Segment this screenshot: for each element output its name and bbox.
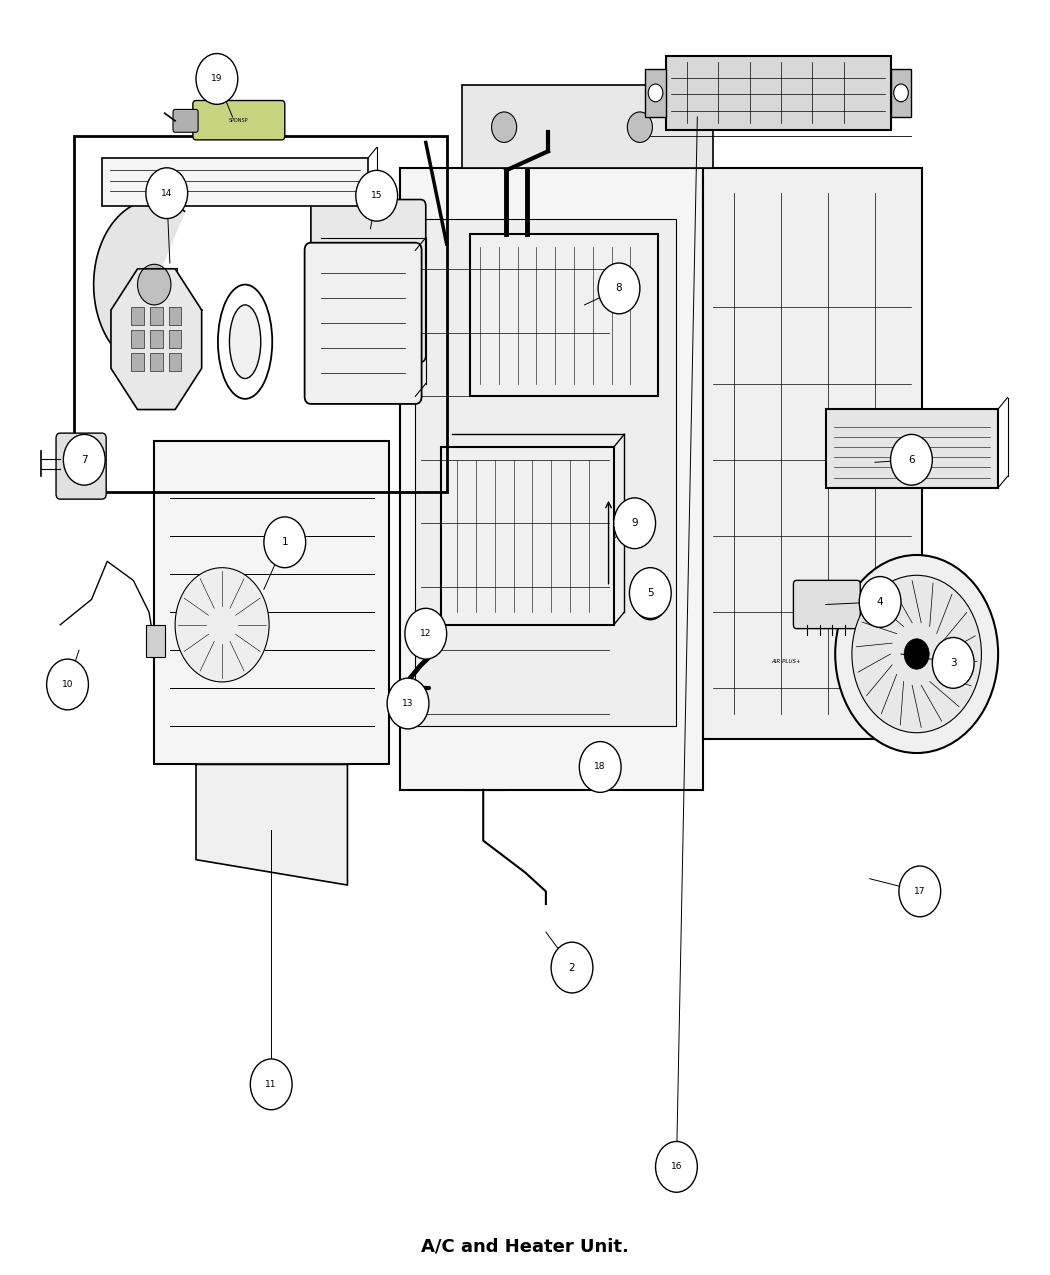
Circle shape bbox=[852, 575, 982, 733]
Circle shape bbox=[146, 168, 188, 218]
Circle shape bbox=[580, 742, 622, 792]
Polygon shape bbox=[196, 765, 348, 885]
FancyBboxPatch shape bbox=[102, 158, 369, 205]
Bar bbox=[400, 168, 702, 789]
Bar bbox=[150, 330, 163, 348]
Text: 1: 1 bbox=[281, 537, 288, 547]
Bar bbox=[416, 218, 676, 727]
Circle shape bbox=[648, 84, 663, 102]
Bar bbox=[169, 353, 182, 371]
Text: 5: 5 bbox=[647, 588, 654, 598]
Circle shape bbox=[264, 516, 306, 567]
FancyBboxPatch shape bbox=[304, 242, 422, 404]
Ellipse shape bbox=[229, 305, 260, 379]
Circle shape bbox=[598, 263, 639, 314]
Circle shape bbox=[46, 659, 88, 710]
Circle shape bbox=[633, 579, 667, 620]
Circle shape bbox=[655, 1141, 697, 1192]
Bar bbox=[131, 330, 144, 348]
Circle shape bbox=[551, 942, 593, 993]
Bar bbox=[666, 56, 890, 130]
Polygon shape bbox=[93, 200, 185, 370]
Circle shape bbox=[356, 171, 398, 221]
Bar bbox=[441, 448, 614, 625]
Text: 15: 15 bbox=[371, 191, 382, 200]
Text: 14: 14 bbox=[161, 189, 172, 198]
FancyBboxPatch shape bbox=[173, 110, 198, 133]
Text: 11: 11 bbox=[266, 1080, 277, 1089]
Bar bbox=[169, 307, 182, 325]
Bar bbox=[825, 409, 999, 488]
Bar bbox=[150, 307, 163, 325]
Bar bbox=[462, 85, 713, 168]
Bar bbox=[131, 353, 144, 371]
Circle shape bbox=[405, 608, 446, 659]
Text: 6: 6 bbox=[908, 455, 915, 465]
Circle shape bbox=[196, 54, 237, 105]
Text: A/C and Heater Unit.: A/C and Heater Unit. bbox=[421, 1238, 629, 1256]
Text: AIR PLUS+: AIR PLUS+ bbox=[772, 659, 801, 664]
Circle shape bbox=[175, 567, 269, 682]
Circle shape bbox=[629, 567, 671, 618]
FancyBboxPatch shape bbox=[193, 101, 285, 140]
Text: 8: 8 bbox=[615, 283, 623, 293]
Bar bbox=[74, 136, 446, 492]
Circle shape bbox=[890, 435, 932, 486]
Bar bbox=[146, 625, 165, 657]
FancyBboxPatch shape bbox=[56, 434, 106, 499]
FancyBboxPatch shape bbox=[794, 580, 860, 629]
Bar bbox=[150, 353, 163, 371]
Circle shape bbox=[859, 576, 901, 627]
Text: 9: 9 bbox=[631, 518, 638, 528]
Bar bbox=[890, 69, 911, 117]
Circle shape bbox=[491, 112, 517, 143]
Ellipse shape bbox=[218, 284, 272, 399]
Circle shape bbox=[138, 264, 171, 305]
Circle shape bbox=[932, 638, 974, 688]
Polygon shape bbox=[111, 269, 202, 409]
Circle shape bbox=[627, 112, 652, 143]
Text: 18: 18 bbox=[594, 762, 606, 771]
Bar bbox=[146, 268, 177, 376]
Text: 19: 19 bbox=[211, 74, 223, 83]
Circle shape bbox=[63, 435, 105, 486]
Text: 17: 17 bbox=[915, 887, 925, 896]
Text: SPDNSP: SPDNSP bbox=[229, 117, 249, 122]
Circle shape bbox=[904, 639, 929, 669]
Bar bbox=[702, 168, 922, 740]
Bar bbox=[469, 233, 657, 397]
Text: 3: 3 bbox=[950, 658, 957, 668]
Bar bbox=[645, 69, 666, 117]
Circle shape bbox=[894, 84, 908, 102]
Text: 2: 2 bbox=[569, 963, 575, 973]
Bar bbox=[332, 356, 405, 384]
Text: 13: 13 bbox=[402, 699, 414, 708]
Text: 16: 16 bbox=[671, 1163, 682, 1172]
Bar bbox=[131, 307, 144, 325]
Bar bbox=[154, 441, 390, 765]
Bar bbox=[169, 330, 182, 348]
FancyBboxPatch shape bbox=[311, 200, 426, 362]
Text: 10: 10 bbox=[62, 680, 74, 688]
Circle shape bbox=[614, 497, 655, 548]
Circle shape bbox=[899, 866, 941, 917]
Circle shape bbox=[642, 589, 658, 609]
Circle shape bbox=[387, 678, 428, 729]
Text: 12: 12 bbox=[420, 629, 432, 639]
Text: 7: 7 bbox=[81, 455, 87, 465]
Circle shape bbox=[835, 555, 999, 754]
Text: 4: 4 bbox=[877, 597, 883, 607]
Circle shape bbox=[250, 1060, 292, 1109]
